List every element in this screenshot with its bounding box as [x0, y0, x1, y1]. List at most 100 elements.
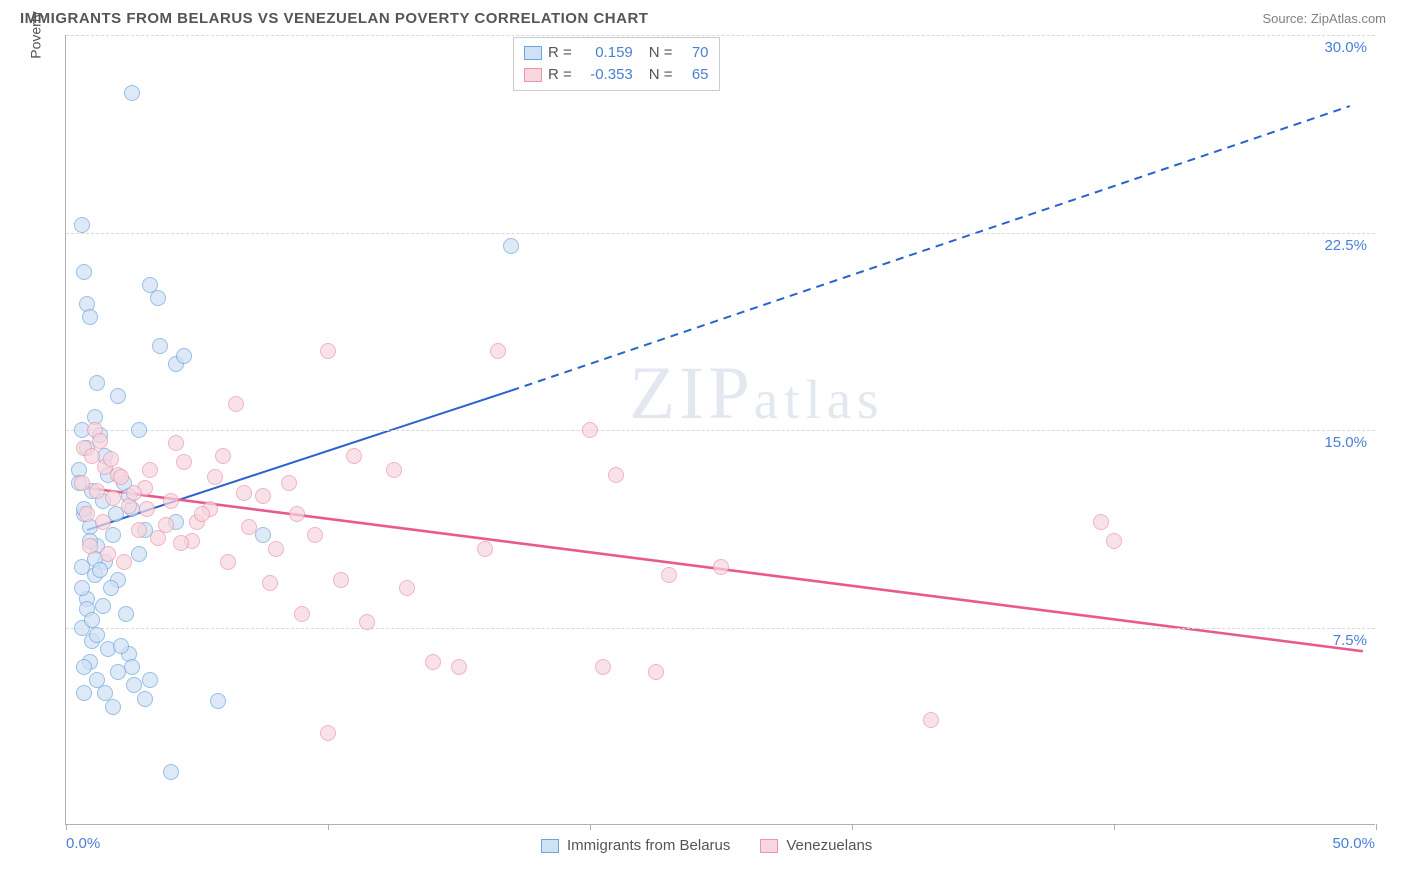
series-legend-item-venezuela: Venezuelans	[760, 837, 872, 854]
data-point-belarus	[503, 238, 519, 254]
data-point-venezuela	[241, 519, 257, 535]
watermark: ZIPatlas	[629, 351, 884, 437]
data-point-venezuela	[1106, 533, 1122, 549]
data-point-venezuela	[131, 522, 147, 538]
data-point-belarus	[176, 348, 192, 364]
data-point-belarus	[97, 685, 113, 701]
data-point-belarus	[110, 388, 126, 404]
data-point-venezuela	[168, 435, 184, 451]
x-tick	[66, 824, 67, 830]
data-point-belarus	[76, 659, 92, 675]
data-point-venezuela	[608, 467, 624, 483]
y-tick-label: 22.5%	[1324, 237, 1367, 254]
data-point-venezuela	[176, 454, 192, 470]
data-point-belarus	[82, 309, 98, 325]
x-tick	[590, 824, 591, 830]
data-point-venezuela	[173, 535, 189, 551]
y-tick-label: 7.5%	[1333, 632, 1367, 649]
series-swatch-belarus	[541, 839, 559, 853]
watermark-zip: ZIP	[629, 352, 754, 435]
data-point-belarus	[137, 691, 153, 707]
data-point-venezuela	[215, 448, 231, 464]
data-point-venezuela	[207, 469, 223, 485]
data-point-venezuela	[399, 580, 415, 596]
data-point-venezuela	[158, 517, 174, 533]
gridline	[66, 628, 1375, 629]
y-tick-label: 30.0%	[1324, 39, 1367, 56]
data-point-venezuela	[255, 488, 271, 504]
gridline	[66, 233, 1375, 234]
data-point-belarus	[163, 764, 179, 780]
data-point-venezuela	[425, 654, 441, 670]
data-point-venezuela	[220, 554, 236, 570]
data-point-venezuela	[79, 506, 95, 522]
data-point-belarus	[142, 672, 158, 688]
legend-n-label: N =	[649, 64, 673, 86]
data-point-belarus	[74, 217, 90, 233]
series-legend-item-belarus: Immigrants from Belarus	[541, 837, 730, 854]
legend-r-value: 0.159	[578, 42, 633, 64]
data-point-belarus	[152, 338, 168, 354]
legend-r-label: R =	[548, 64, 572, 86]
correlation-legend: R =0.159N =70R =-0.353N =65	[513, 37, 720, 91]
x-tick	[1376, 824, 1377, 830]
data-point-venezuela	[142, 462, 158, 478]
data-point-venezuela	[490, 343, 506, 359]
data-point-belarus	[89, 375, 105, 391]
data-point-venezuela	[262, 575, 278, 591]
data-point-belarus	[92, 562, 108, 578]
data-point-venezuela	[923, 712, 939, 728]
x-tick	[1114, 824, 1115, 830]
data-point-belarus	[89, 627, 105, 643]
data-point-venezuela	[346, 448, 362, 464]
data-point-venezuela	[713, 559, 729, 575]
gridline	[66, 430, 1375, 431]
data-point-belarus	[103, 580, 119, 596]
y-axis-label: Poverty	[28, 11, 44, 58]
x-tick-label-max: 50.0%	[1332, 835, 1375, 852]
data-point-belarus	[124, 659, 140, 675]
data-point-belarus	[142, 277, 158, 293]
data-point-belarus	[74, 580, 90, 596]
x-tick-label-min: 0.0%	[66, 835, 100, 852]
data-point-belarus	[76, 685, 92, 701]
data-point-venezuela	[139, 501, 155, 517]
data-point-venezuela	[105, 490, 121, 506]
legend-swatch-venezuela	[524, 68, 542, 82]
legend-n-value: 65	[679, 64, 709, 86]
data-point-venezuela	[320, 343, 336, 359]
legend-row-venezuela: R =-0.353N =65	[524, 64, 709, 86]
gridline	[66, 35, 1375, 36]
data-point-venezuela	[163, 493, 179, 509]
legend-r-label: R =	[548, 42, 572, 64]
data-point-venezuela	[451, 659, 467, 675]
data-point-venezuela	[333, 572, 349, 588]
watermark-atlas: atlas	[754, 369, 885, 430]
y-tick-label: 15.0%	[1324, 434, 1367, 451]
data-point-venezuela	[268, 541, 284, 557]
data-point-venezuela	[1093, 514, 1109, 530]
series-swatch-venezuela	[760, 839, 778, 853]
legend-n-label: N =	[649, 42, 673, 64]
legend-swatch-belarus	[524, 46, 542, 60]
trend-line-belarus-dashed	[511, 106, 1349, 390]
data-point-belarus	[118, 606, 134, 622]
data-point-venezuela	[126, 485, 142, 501]
data-point-belarus	[105, 527, 121, 543]
data-point-venezuela	[74, 475, 90, 491]
data-point-venezuela	[236, 485, 252, 501]
data-point-belarus	[113, 638, 129, 654]
data-point-venezuela	[648, 664, 664, 680]
data-point-venezuela	[320, 725, 336, 741]
data-point-venezuela	[289, 506, 305, 522]
series-label-belarus: Immigrants from Belarus	[567, 837, 730, 854]
data-point-venezuela	[82, 538, 98, 554]
data-point-belarus	[95, 598, 111, 614]
data-point-venezuela	[92, 433, 108, 449]
data-point-venezuela	[307, 527, 323, 543]
series-legend: Immigrants from Belarus Venezuelans	[541, 837, 872, 854]
series-label-venezuela: Venezuelans	[786, 837, 872, 854]
data-point-belarus	[210, 693, 226, 709]
data-point-belarus	[76, 264, 92, 280]
data-point-venezuela	[116, 554, 132, 570]
